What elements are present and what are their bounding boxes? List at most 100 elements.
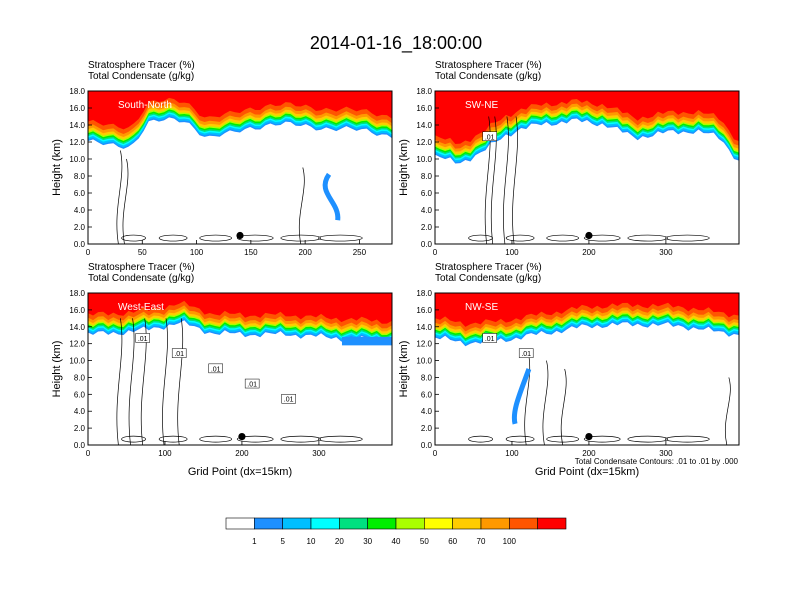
contour-line [199, 435, 233, 443]
y-tick-label: 16.0 [69, 306, 85, 315]
tracer-band [88, 91, 392, 130]
y-tick-label: 14.0 [69, 121, 85, 130]
colorbar-label: 70 [477, 537, 486, 546]
colorbar-box [480, 517, 510, 530]
colorbar-box [310, 517, 340, 530]
contour-line [317, 435, 363, 443]
y-tick-label: 4.0 [74, 407, 86, 416]
colorbar-box [339, 517, 368, 530]
y-tick-label: 16.0 [69, 104, 85, 113]
contour-label: .01 [135, 333, 150, 343]
colorbar-box [225, 517, 255, 530]
panel-west-east: .01 .01 .01 .01 .01 West-East Stratosphere Tra… [51, 262, 393, 478]
location-marker [236, 231, 244, 240]
colorbar-label: 50 [420, 537, 429, 546]
contour-line [199, 234, 233, 242]
svg-text:.01: .01 [485, 134, 495, 141]
plot-area: .01 [435, 91, 739, 244]
contour-line [121, 435, 146, 443]
contour-line [560, 368, 567, 445]
contour-line [725, 377, 731, 445]
y-tick-label: 0.0 [421, 240, 433, 249]
x-tick-label: 200 [582, 248, 596, 257]
condensate-contours [468, 352, 731, 445]
tracer-band [435, 293, 739, 327]
svg-text:.01: .01 [521, 351, 531, 358]
contour-line [583, 435, 621, 443]
colorbar-label: 60 [448, 537, 457, 546]
contour-line [280, 435, 322, 443]
y-tick-label: 2.0 [421, 424, 433, 433]
y-tick-label: 12.0 [416, 340, 432, 349]
contour-label: .01 [171, 348, 187, 358]
colorbar-label: 30 [363, 537, 372, 546]
colorbar-label: 5 [280, 537, 285, 546]
panel-header-line1: Stratosphere Tracer (%) [435, 60, 542, 71]
y-tick-label: 12.0 [69, 138, 85, 147]
contour-line [503, 116, 509, 244]
plot-frame [87, 292, 393, 446]
y-tick-label: 14.0 [416, 121, 432, 130]
y-tick-label: 0.0 [421, 441, 433, 450]
section-label: West-East [118, 302, 164, 313]
y-tick-label: 14.0 [416, 323, 432, 332]
y-tick-label: 10.0 [416, 357, 432, 366]
contour-line [236, 234, 274, 242]
contour-line [158, 435, 188, 443]
condensate-contours [116, 318, 363, 445]
x-tick-label: 100 [505, 449, 519, 458]
y-tick-label: 4.0 [421, 206, 433, 215]
panel-header-line2: Total Condensate (g/kg) [435, 273, 541, 284]
contour-line [664, 234, 710, 242]
colorbar-box [254, 517, 283, 530]
contour-line [490, 116, 497, 244]
contour-line [317, 234, 363, 242]
contour-note: Total Condensate Contours: .01 to .01 by… [575, 457, 739, 466]
y-tick-label: 8.0 [74, 172, 86, 181]
svg-text:.01: .01 [174, 351, 184, 358]
location-marker [585, 432, 593, 441]
contour-line [298, 167, 305, 244]
x-tick-label: 0 [86, 248, 91, 257]
y-tick-label: 16.0 [416, 306, 432, 315]
colorbar-label: 20 [335, 537, 344, 546]
y-tick-label: 18.0 [416, 87, 432, 96]
contour-label: .01 [281, 393, 296, 404]
contour-line [542, 360, 549, 445]
x-tick-label: 0 [86, 449, 91, 458]
x-axis-label: Grid Point (dx=15km) [188, 466, 292, 478]
location-marker [585, 231, 593, 240]
x-tick-label: 0 [433, 449, 438, 458]
x-tick-label: 150 [244, 248, 258, 257]
section-label: South-North [118, 100, 172, 111]
y-tick-label: 6.0 [421, 189, 433, 198]
panel-header-line1: Stratosphere Tracer (%) [435, 262, 542, 273]
contour-line [140, 318, 147, 445]
colorbar-box [282, 517, 312, 530]
svg-text:.01: .01 [211, 366, 221, 373]
y-tick-label: 6.0 [421, 390, 433, 399]
svg-text:.01: .01 [485, 336, 495, 343]
y-axis-label: Height (km) [51, 341, 63, 398]
y-tick-label: 8.0 [74, 373, 86, 382]
contour-line [505, 435, 535, 443]
plot-area [88, 91, 392, 244]
contour-line [512, 116, 518, 244]
y-tick-label: 18.0 [69, 289, 85, 298]
contour-label: .01 [482, 333, 497, 343]
colorbar-label: 100 [503, 537, 517, 546]
contour-line [116, 318, 123, 445]
x-tick-label: 250 [353, 248, 367, 257]
y-axis-label: Height (km) [398, 341, 410, 398]
x-tick-label: 300 [659, 449, 673, 458]
panel-header-line2: Total Condensate (g/kg) [88, 273, 194, 284]
contour-line [664, 435, 710, 443]
y-tick-label: 8.0 [421, 172, 433, 181]
panel-south-north: South-North Stratosphere Tracer (%)Total … [51, 60, 393, 257]
y-tick-label: 14.0 [69, 323, 85, 332]
plot-frame [434, 90, 740, 245]
y-tick-label: 10.0 [416, 155, 432, 164]
contour-line [468, 435, 493, 443]
contour-line [524, 352, 531, 445]
